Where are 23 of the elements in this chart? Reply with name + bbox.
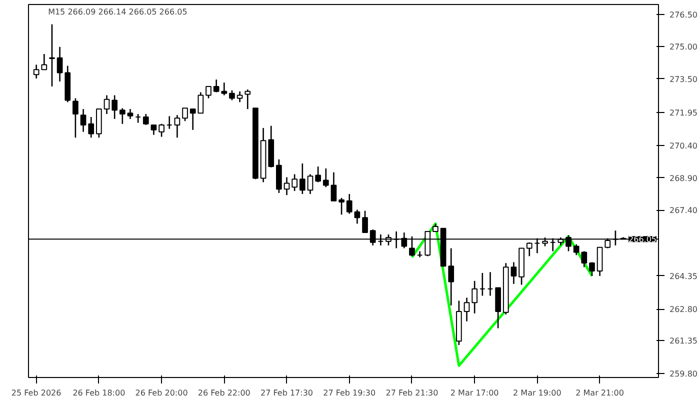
y-tick-label: 275.00 xyxy=(670,42,698,52)
y-tick-label: 267.40 xyxy=(670,206,698,216)
x-tick-label: 26 Feb 22:00 xyxy=(198,388,250,398)
x-tick-label: 27 Feb 17:30 xyxy=(260,388,314,398)
x-tick-label: 27 Feb 21:30 xyxy=(386,388,438,398)
y-tick-label: 276.50 xyxy=(670,10,698,20)
ref-line-label: 266.05 xyxy=(628,235,657,244)
x-tick-label: 27 Feb 19:30 xyxy=(323,388,376,398)
y-tick-label: 271.95 xyxy=(670,108,698,118)
x-tick-label: 26 Feb 20:00 xyxy=(135,388,188,398)
y-tick-label: 268.90 xyxy=(670,174,698,183)
x-tick-label: 2 Mar 19:00 xyxy=(513,388,562,398)
x-tick-label: 2 Mar 17:00 xyxy=(450,388,499,398)
y-tick-label: 273.50 xyxy=(670,74,698,84)
chart-title: M15 266.09 266.14 266.05 266.05 xyxy=(48,8,188,16)
y-tick-label: 264.35 xyxy=(670,272,698,281)
y-tick-label: 259.80 xyxy=(670,370,698,379)
x-tick-label: 26 Feb 18:00 xyxy=(72,388,126,398)
y-tick-label: 262.80 xyxy=(670,305,698,314)
y-tick-label: 261.35 xyxy=(670,336,698,346)
x-tick-label: 2 Mar 21:00 xyxy=(576,388,624,398)
x-tick-label: 25 Feb 2026 xyxy=(11,388,62,398)
y-tick-label: 270.40 xyxy=(670,142,698,151)
